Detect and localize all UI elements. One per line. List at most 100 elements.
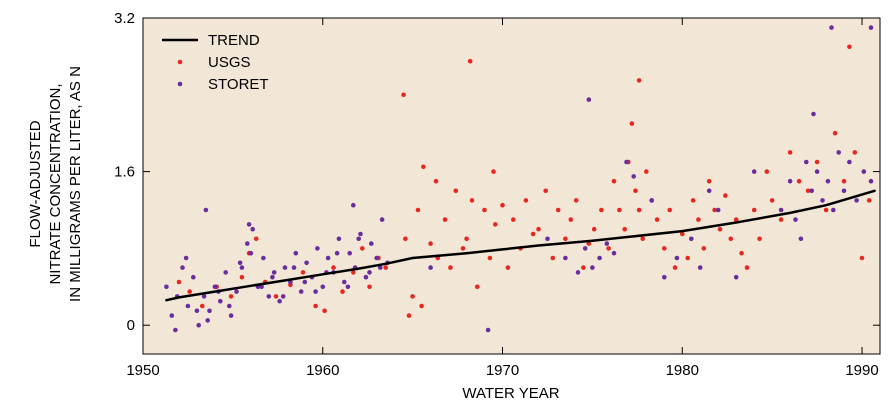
usgs-point xyxy=(415,207,421,213)
storet-point xyxy=(342,279,347,285)
usgs-point xyxy=(523,198,529,203)
usgs-point xyxy=(493,222,498,227)
usgs-point xyxy=(530,231,536,237)
storet-point xyxy=(207,308,212,314)
storet-point xyxy=(347,250,353,256)
usgs-point xyxy=(636,78,642,83)
storet-point xyxy=(298,289,304,294)
usgs-point xyxy=(728,236,734,242)
storet-point xyxy=(378,265,383,270)
data-layer xyxy=(164,25,876,333)
usgs-point xyxy=(340,289,345,294)
usgs-point xyxy=(467,58,473,64)
storet-point xyxy=(239,265,245,270)
storet-point xyxy=(313,289,318,294)
storet-point xyxy=(715,207,721,213)
storet-point xyxy=(814,169,820,174)
storet-point xyxy=(809,188,814,194)
usgs-point xyxy=(723,193,728,198)
usgs-point xyxy=(322,308,327,314)
usgs-point xyxy=(751,207,757,213)
storet-point xyxy=(280,294,286,299)
storet-point xyxy=(315,246,320,251)
usgs-point xyxy=(629,121,635,126)
storet-point xyxy=(201,294,207,299)
usgs-point xyxy=(469,198,475,203)
legend: TREND USGS STORET xyxy=(162,32,269,93)
storet-point xyxy=(203,207,209,213)
usgs-point xyxy=(491,169,496,174)
usgs-point xyxy=(401,92,406,98)
y-tick-label: 1.6 xyxy=(114,164,135,181)
usgs-point xyxy=(360,246,365,251)
usgs-point xyxy=(464,236,469,242)
usgs-point xyxy=(852,150,858,155)
usgs-point xyxy=(744,265,750,270)
tick-layer: 1950 1960 1970 1980 1990 0 1.6 3.2 xyxy=(114,10,880,379)
usgs-point xyxy=(841,178,847,184)
usgs-point xyxy=(460,246,466,251)
x-tick-label: 1960 xyxy=(306,362,339,379)
usgs-point xyxy=(685,255,690,261)
usgs-point xyxy=(228,294,234,299)
usgs-point xyxy=(406,313,412,318)
storet-point xyxy=(185,303,191,309)
storet-point xyxy=(304,260,309,266)
usgs-point xyxy=(511,217,516,222)
storet-point xyxy=(751,169,757,174)
storet-point xyxy=(270,274,275,280)
usgs-point xyxy=(622,226,627,232)
usgs-point xyxy=(383,265,389,270)
storet-point xyxy=(854,198,859,203)
storet-point xyxy=(302,279,308,285)
usgs-point xyxy=(367,284,372,290)
storet-point xyxy=(336,236,342,242)
usgs-point xyxy=(633,188,638,194)
storet-point xyxy=(868,25,874,30)
storet-point xyxy=(334,250,340,256)
storet-point xyxy=(234,289,239,294)
storet-point xyxy=(325,255,331,261)
storet-point xyxy=(861,169,867,174)
usgs-point xyxy=(832,130,838,136)
storet-point xyxy=(367,270,372,275)
usgs-point xyxy=(636,207,642,213)
usgs-point xyxy=(581,265,586,270)
storet-point xyxy=(266,294,272,299)
usgs-point xyxy=(555,207,561,213)
storet-point xyxy=(169,313,175,318)
storet-point xyxy=(237,260,243,266)
storet-point xyxy=(545,236,550,242)
y-axis-title-line-2: NITRATE CONCENTRATION, xyxy=(47,83,64,284)
usgs-point xyxy=(706,178,712,184)
storet-point xyxy=(277,298,282,304)
storet-point xyxy=(868,178,874,184)
usgs-point xyxy=(200,303,205,309)
storet-point xyxy=(246,222,252,227)
legend-storet-marker xyxy=(177,81,183,87)
storet-point xyxy=(212,284,218,290)
usgs-point xyxy=(586,241,592,246)
usgs-point xyxy=(606,246,611,251)
storet-point xyxy=(196,322,201,328)
storet-point xyxy=(787,178,793,184)
storet-point xyxy=(261,255,266,261)
usgs-point xyxy=(805,188,811,194)
usgs-point xyxy=(351,270,356,275)
storet-point xyxy=(563,255,568,261)
usgs-point xyxy=(300,270,306,275)
usgs-point xyxy=(662,246,667,251)
x-tick-label: 1980 xyxy=(666,362,699,379)
storet-point xyxy=(356,236,362,242)
y-tick-label: 3.2 xyxy=(114,10,135,27)
storet-point xyxy=(363,274,369,280)
storet-point xyxy=(706,188,712,194)
legend-label-trend: TREND xyxy=(208,32,260,49)
storet-point xyxy=(320,284,326,290)
storet-point xyxy=(689,236,694,242)
storet-point xyxy=(586,97,592,102)
usgs-point xyxy=(550,255,556,261)
usgs-point xyxy=(690,198,696,203)
storet-point xyxy=(250,226,255,232)
usgs-point xyxy=(769,198,775,203)
